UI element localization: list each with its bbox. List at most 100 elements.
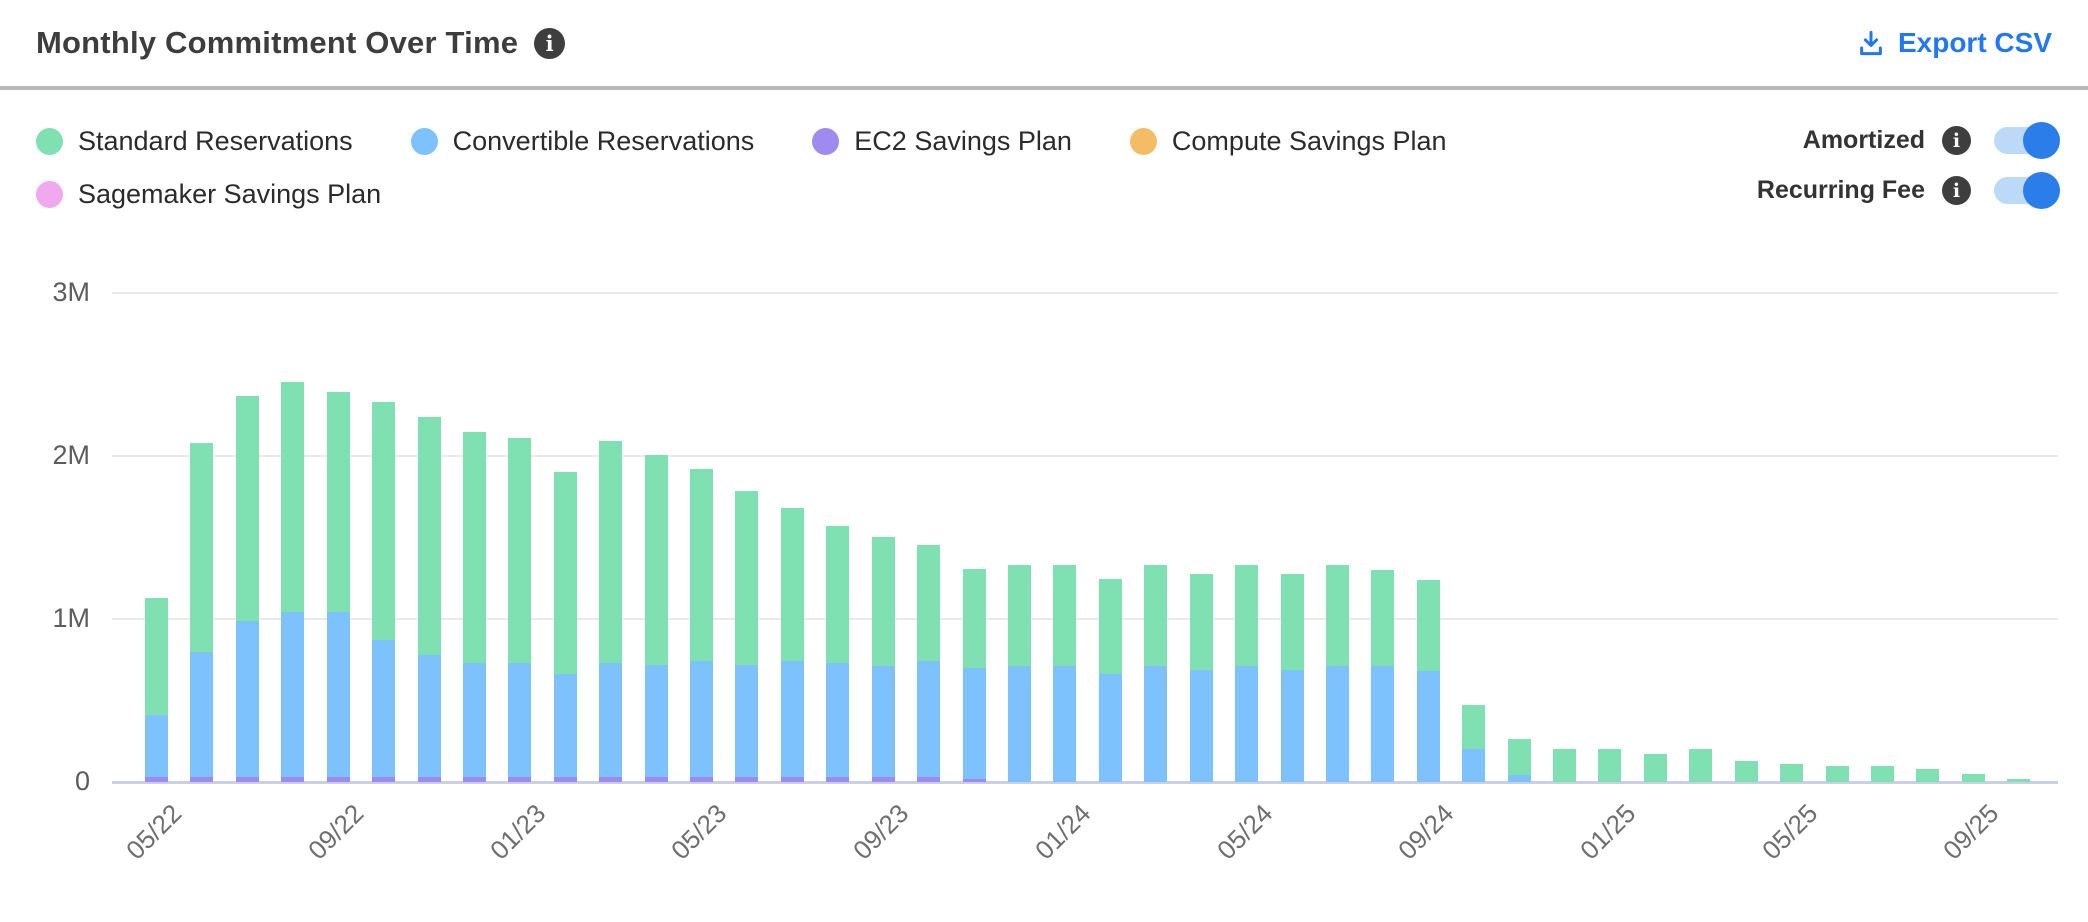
legend-item-label: Standard Reservations	[78, 126, 353, 156]
bar-09-22[interactable]	[327, 293, 350, 782]
segment-standard-reservations	[1916, 769, 1939, 782]
download-icon	[1860, 30, 1882, 56]
info-icon[interactable]: i	[1942, 126, 1971, 155]
x-axis-tick-label: 05/24	[1210, 798, 1278, 866]
bar-08-25[interactable]	[1916, 293, 1939, 782]
segment-ec2-savings-plan	[327, 777, 350, 782]
gridline	[112, 455, 2058, 457]
chart-legend: Standard Reservations Convertible Reserva…	[36, 126, 1456, 210]
legend-item-compute-savings-plan[interactable]: Compute Savings Plan	[1129, 126, 1447, 157]
segment-convertible-reservations	[190, 651, 213, 777]
bar-07-22[interactable]	[236, 293, 259, 782]
bar-11-24[interactable]	[1508, 293, 1531, 782]
bar-07-23[interactable]	[781, 293, 804, 782]
segment-convertible-reservations	[645, 665, 668, 777]
segment-ec2-savings-plan	[963, 779, 986, 782]
segment-convertible-reservations	[1326, 666, 1349, 782]
bar-05-22[interactable]	[145, 293, 168, 782]
segment-convertible-reservations	[963, 668, 986, 779]
segment-convertible-reservations	[599, 663, 622, 777]
segment-standard-reservations	[1735, 761, 1758, 782]
bar-10-24[interactable]	[1462, 293, 1485, 782]
bar-09-24[interactable]	[1417, 293, 1440, 782]
legend-item-label: EC2 Savings Plan	[854, 126, 1072, 156]
bar-02-25[interactable]	[1644, 293, 1667, 782]
segment-ec2-savings-plan	[281, 777, 304, 782]
segment-convertible-reservations	[1417, 671, 1440, 782]
segment-standard-reservations	[1235, 565, 1258, 666]
segment-ec2-savings-plan	[735, 777, 758, 782]
bar-01-24[interactable]	[1053, 293, 1076, 782]
segment-standard-reservations	[554, 472, 577, 674]
segment-ec2-savings-plan	[826, 777, 849, 782]
bar-10-22[interactable]	[372, 293, 395, 782]
bar-03-23[interactable]	[599, 293, 622, 782]
bar-07-25[interactable]	[1871, 293, 1894, 782]
export-csv-button[interactable]: Export CSV	[1856, 27, 2052, 59]
bar-04-25[interactable]	[1735, 293, 1758, 782]
segment-ec2-savings-plan	[554, 777, 577, 782]
segment-convertible-reservations	[917, 661, 940, 777]
bar-12-22[interactable]	[463, 293, 486, 782]
bar-02-24[interactable]	[1099, 293, 1122, 782]
toggle-row-amortized: Amortized i	[1802, 122, 2060, 159]
segment-standard-reservations	[872, 537, 895, 666]
bar-09-23[interactable]	[872, 293, 895, 782]
bar-03-25[interactable]	[1689, 293, 1712, 782]
bar-01-25[interactable]	[1598, 293, 1621, 782]
segment-convertible-reservations	[463, 663, 486, 777]
bar-06-23[interactable]	[735, 293, 758, 782]
legend-item-label: Convertible Reservations	[452, 126, 755, 156]
segment-standard-reservations	[826, 526, 849, 663]
bar-06-25[interactable]	[1826, 293, 1849, 782]
bar-05-23[interactable]	[690, 293, 713, 782]
amortized-toggle-switch[interactable]	[1994, 122, 2060, 159]
bar-10-23[interactable]	[917, 293, 940, 782]
segment-standard-reservations	[599, 441, 622, 663]
bar-06-24[interactable]	[1281, 293, 1304, 782]
legend-item-ec2-savings-plan[interactable]: EC2 Savings Plan	[812, 126, 1072, 157]
segment-standard-reservations	[1462, 705, 1485, 749]
bar-08-24[interactable]	[1371, 293, 1394, 782]
bar-08-22[interactable]	[281, 293, 304, 782]
segment-convertible-reservations	[735, 665, 758, 777]
title-info-icon[interactable]: i	[534, 27, 566, 59]
info-icon[interactable]: i	[1942, 176, 1971, 205]
bar-12-23[interactable]	[1008, 293, 1031, 782]
segment-ec2-savings-plan	[690, 777, 713, 782]
segment-standard-reservations	[1144, 565, 1167, 666]
bar-05-25[interactable]	[1780, 293, 1803, 782]
x-axis-tick-label: 09/23	[847, 798, 915, 866]
bar-12-24[interactable]	[1553, 293, 1576, 782]
toggle-knob	[2023, 122, 2060, 159]
recurring-fee-toggle-switch[interactable]	[1994, 172, 2060, 209]
bar-07-24[interactable]	[1326, 293, 1349, 782]
segment-ec2-savings-plan	[372, 777, 395, 782]
x-axis-tick-label: 09/24	[1392, 798, 1460, 866]
bar-04-24[interactable]	[1190, 293, 1213, 782]
segment-standard-reservations	[1326, 565, 1349, 666]
bar-01-23[interactable]	[508, 293, 531, 782]
segment-standard-reservations	[1598, 749, 1621, 782]
segment-convertible-reservations	[372, 640, 395, 777]
bar-11-23[interactable]	[963, 293, 986, 782]
legend-item-convertible-reservations[interactable]: Convertible Reservations	[410, 126, 755, 157]
legend-item-standard-reservations[interactable]: Standard Reservations	[36, 126, 353, 157]
bar-06-22[interactable]	[190, 293, 213, 782]
segment-standard-reservations	[690, 469, 713, 661]
segment-ec2-savings-plan	[236, 777, 259, 782]
bar-05-24[interactable]	[1235, 293, 1258, 782]
bar-03-24[interactable]	[1144, 293, 1167, 782]
bar-04-23[interactable]	[645, 293, 668, 782]
bar-11-22[interactable]	[418, 293, 441, 782]
segment-ec2-savings-plan	[463, 777, 486, 782]
segment-convertible-reservations	[781, 661, 804, 777]
bar-09-25[interactable]	[1962, 293, 1985, 782]
legend-item-sagemaker-savings-plan[interactable]: Sagemaker Savings Plan	[36, 179, 381, 210]
segment-standard-reservations	[1371, 570, 1394, 666]
bar-10-25[interactable]	[2007, 293, 2030, 782]
bar-08-23[interactable]	[826, 293, 849, 782]
segment-convertible-reservations	[554, 674, 577, 777]
bar-02-23[interactable]	[554, 293, 577, 782]
toggle-label: Amortized	[1802, 126, 1925, 154]
